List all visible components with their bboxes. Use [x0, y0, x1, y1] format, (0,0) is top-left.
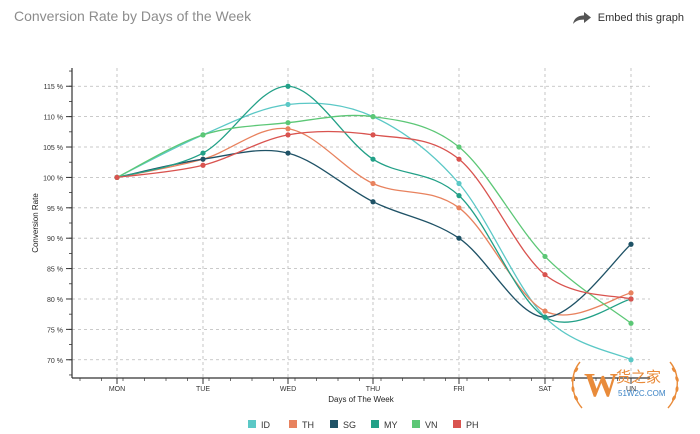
data-point-ph: [200, 162, 206, 168]
data-point-ph: [370, 132, 376, 138]
legend: ID TH SG MY VN PH: [248, 420, 479, 430]
data-point-ph: [114, 174, 120, 181]
legend-label-th: TH: [302, 420, 314, 430]
legend-swatch-sg: [330, 420, 338, 428]
data-point-sg: [200, 156, 206, 162]
data-point-ph: [285, 132, 291, 138]
data-point-vn: [370, 114, 376, 120]
legend-label-id: ID: [261, 420, 271, 430]
data-point-sg: [285, 150, 291, 156]
legend-swatch-th: [289, 420, 297, 428]
data-point-ph: [628, 296, 634, 302]
data-point-vn: [456, 144, 462, 150]
legend-swatch-id: [248, 420, 256, 428]
y-tick-label: 85 %: [47, 267, 63, 274]
x-tick-label: TUE: [196, 386, 210, 393]
share-arrow-icon: [572, 12, 591, 24]
data-point-th: [628, 290, 634, 296]
x-tick-label: WED: [280, 386, 296, 393]
x-axis-label: Days of The Week: [328, 395, 395, 404]
data-point-id: [456, 180, 462, 187]
series-th: [114, 126, 634, 316]
series-line-th: [116, 127, 632, 316]
data-point-id: [628, 357, 634, 363]
y-tick-label: 110 %: [44, 115, 63, 122]
watermark-domain: 51W2C.COM: [618, 389, 666, 398]
series-line-vn: [116, 114, 632, 324]
legend-label-sg: SG: [343, 420, 356, 430]
data-point-ph: [456, 156, 462, 162]
y-tick-label: 90 %: [47, 236, 63, 243]
x-tick-label: MON: [109, 386, 125, 393]
chart-title: Conversion Rate by Days of the Week: [14, 8, 252, 24]
y-tick-label: 105 %: [43, 145, 63, 152]
x-tick-label: SAT: [538, 386, 552, 393]
series-line-sg: [116, 149, 632, 318]
data-point-vn: [542, 253, 548, 260]
x-tick-label: UN: [626, 386, 636, 393]
watermark-chinese: 货之家: [616, 368, 661, 386]
legend-swatch-vn: [412, 420, 420, 428]
grid-lines: 70 % 75 % 80 % 85 % 90 % 95 % 100 % 105 % 110 % 1…: [43, 68, 650, 393]
legend-label-vn: VN: [425, 420, 438, 430]
y-tick-label: 80 %: [47, 297, 63, 304]
series-sg: [114, 149, 634, 320]
data-point-my: [370, 156, 376, 162]
series-ph: [114, 130, 634, 302]
data-point-sg: [370, 199, 376, 205]
y-axis-label: Conversion Rate: [31, 193, 40, 253]
data-point-th: [370, 180, 376, 187]
data-point-my: [200, 150, 206, 156]
data-point-my: [285, 83, 291, 89]
data-point-th: [285, 126, 291, 132]
data-point-sg: [456, 235, 462, 241]
y-tick-label: 70 %: [47, 358, 63, 365]
data-point-my: [542, 314, 548, 320]
watermark-letter: W: [584, 367, 618, 404]
embed-label: Embed this graph: [597, 12, 684, 24]
series-line-ph: [116, 130, 632, 300]
embed-graph-link[interactable]: Embed this graph: [572, 11, 684, 25]
data-point-vn: [200, 132, 206, 138]
data-point-id: [285, 101, 291, 108]
data-point-th: [542, 308, 548, 314]
data-point-ph: [542, 272, 548, 278]
x-tick-label: FRI: [453, 386, 464, 393]
data-point-my: [456, 193, 462, 199]
watermark-logo: W 货之家 51W2C.COM: [571, 361, 679, 409]
data-point-sg: [628, 241, 634, 247]
series-line-my: [116, 85, 632, 323]
legend-swatch-ph: [453, 420, 461, 428]
legend-label-ph: PH: [466, 420, 479, 430]
data-point-th: [456, 205, 462, 211]
y-tick-label: 115 %: [44, 84, 63, 91]
legend-label-my: MY: [384, 420, 398, 430]
series-id: [114, 101, 634, 363]
data-point-vn: [285, 120, 291, 126]
y-tick-label: 95 %: [47, 206, 63, 213]
y-tick-label: 100 %: [43, 175, 63, 182]
x-tick-label: THU: [366, 386, 380, 393]
legend-swatch-my: [371, 420, 379, 428]
series-vn: [114, 114, 634, 326]
data-point-vn: [628, 320, 634, 326]
y-tick-label: 75 %: [47, 327, 63, 334]
